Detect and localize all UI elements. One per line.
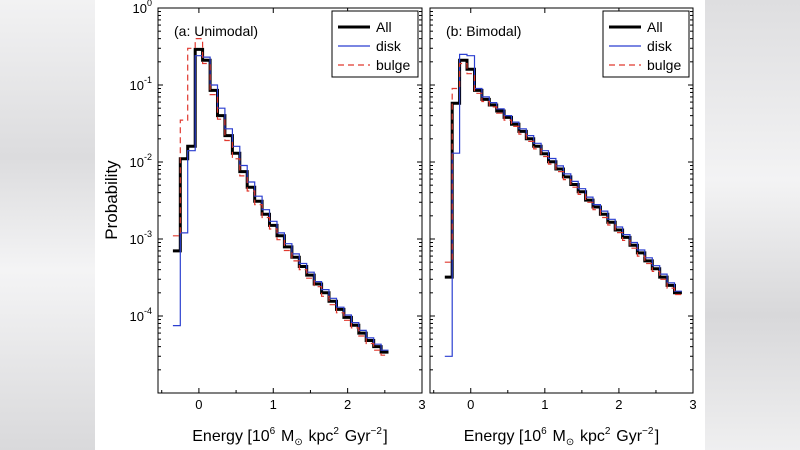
unimodal-y-tick-label: 10-4: [130, 306, 152, 324]
unimodal-legend-box: [331, 10, 419, 78]
unimodal-y-tick-label: 10-2: [130, 152, 152, 170]
bimodal-legend-label-all: All: [647, 19, 663, 35]
unimodal-y-tick-base: 10: [133, 1, 147, 16]
bimodal-x-tick-label: 1: [541, 397, 548, 412]
bimodal-x-axis-label-text: M: [548, 428, 566, 445]
panel-bimodal: 0 1 2 3 (b: Bimodal) All disk bulge Energy [106 …: [429, 7, 697, 448]
unimodal-series-bulge-line: [172, 38, 389, 356]
unimodal-x-tick-label: 1: [270, 397, 277, 412]
unimodal-y-tick-base: 10: [130, 78, 144, 93]
background-right: [695, 0, 800, 450]
unimodal-y-tick-label: 100: [133, 0, 152, 16]
unimodal-x-axis-label-text: Energy [10: [192, 428, 269, 445]
unimodal-x-axis-label-text: kpc: [304, 428, 333, 445]
unimodal-x-axis-label-text: ]: [383, 428, 387, 445]
unimodal-legend-label-disk: disk: [376, 38, 402, 54]
unimodal-x-axis-label-sup: −2: [371, 426, 383, 437]
unimodal-x-axis-label-text: M: [277, 428, 295, 445]
bimodal-x-axis-label-text: ]: [655, 428, 659, 445]
unimodal-y-tick-label: 10-1: [130, 75, 152, 93]
unimodal-legend-label-bulge: bulge: [376, 57, 410, 73]
background-left: [0, 0, 110, 450]
unimodal-y-tick-exp: -4: [144, 306, 152, 316]
unimodal-y-tick-label: 10-3: [130, 229, 152, 247]
unimodal-legend-label-all: All: [376, 19, 392, 35]
unimodal-y-tick-base: 10: [130, 232, 144, 247]
bimodal-x-axis-label-text: kpc: [576, 428, 605, 445]
bimodal-x-axis-label-sub: ⊙: [566, 437, 574, 448]
unimodal-y-tick-exp: -1: [144, 75, 152, 85]
unimodal-x-axis-label: Energy [106 M⊙ kpc2 Gyr−2 ]: [192, 426, 387, 448]
bimodal-x-axis-label-sup: 6: [541, 426, 547, 437]
bimodal-x-tick-label: 2: [615, 397, 622, 412]
unimodal-y-tick-exp: -2: [144, 152, 152, 162]
figure-panel: 0 1 2 3 10-4 10-3 10-2 10-1 100 (a: Unimodal) All d…: [95, 0, 705, 450]
unimodal-y-tick-exp: 0: [147, 0, 152, 8]
bimodal-x-axis-label-sup: 2: [605, 426, 611, 437]
unimodal-x-axis-label-sup: 6: [270, 426, 276, 437]
unimodal-y-tick-base: 10: [130, 309, 144, 324]
unimodal-x-tick-label: 2: [344, 397, 351, 412]
unimodal-y-tick-exp: -3: [144, 229, 152, 239]
bimodal-x-axis-label-text: Energy [10: [464, 428, 541, 445]
bimodal-x-tick-label: 3: [689, 397, 696, 412]
bimodal-x-axis-label-sup: −2: [642, 426, 654, 437]
bimodal-x-axis-label-text: Gyr: [612, 428, 643, 445]
bimodal-legend-box: [602, 10, 690, 78]
unimodal-x-axis-label-sup: 2: [333, 426, 339, 437]
bimodal-x-tick-label: 0: [467, 397, 474, 412]
unimodal-x-axis-label-text: Gyr: [340, 428, 371, 445]
bimodal-x-axis-label: Energy [106 M⊙ kpc2 Gyr−2 ]: [464, 426, 659, 448]
unimodal-y-tick-base: 10: [130, 155, 144, 170]
bimodal-panel-title: (b: Bimodal): [446, 23, 521, 39]
bimodal-legend-label-disk: disk: [647, 38, 673, 54]
bimodal-series-disk-line: [444, 53, 682, 357]
unimodal-x-tick-label: 0: [195, 397, 202, 412]
unimodal-series-disk-line: [172, 55, 389, 351]
y-axis-label: Probability: [102, 160, 121, 240]
unimodal-panel-title: (a: Unimodal): [174, 23, 258, 39]
unimodal-x-axis-label-sub: ⊙: [294, 437, 302, 448]
bimodal-legend-label-bulge: bulge: [647, 57, 681, 73]
unimodal-x-tick-label: 3: [418, 397, 425, 412]
